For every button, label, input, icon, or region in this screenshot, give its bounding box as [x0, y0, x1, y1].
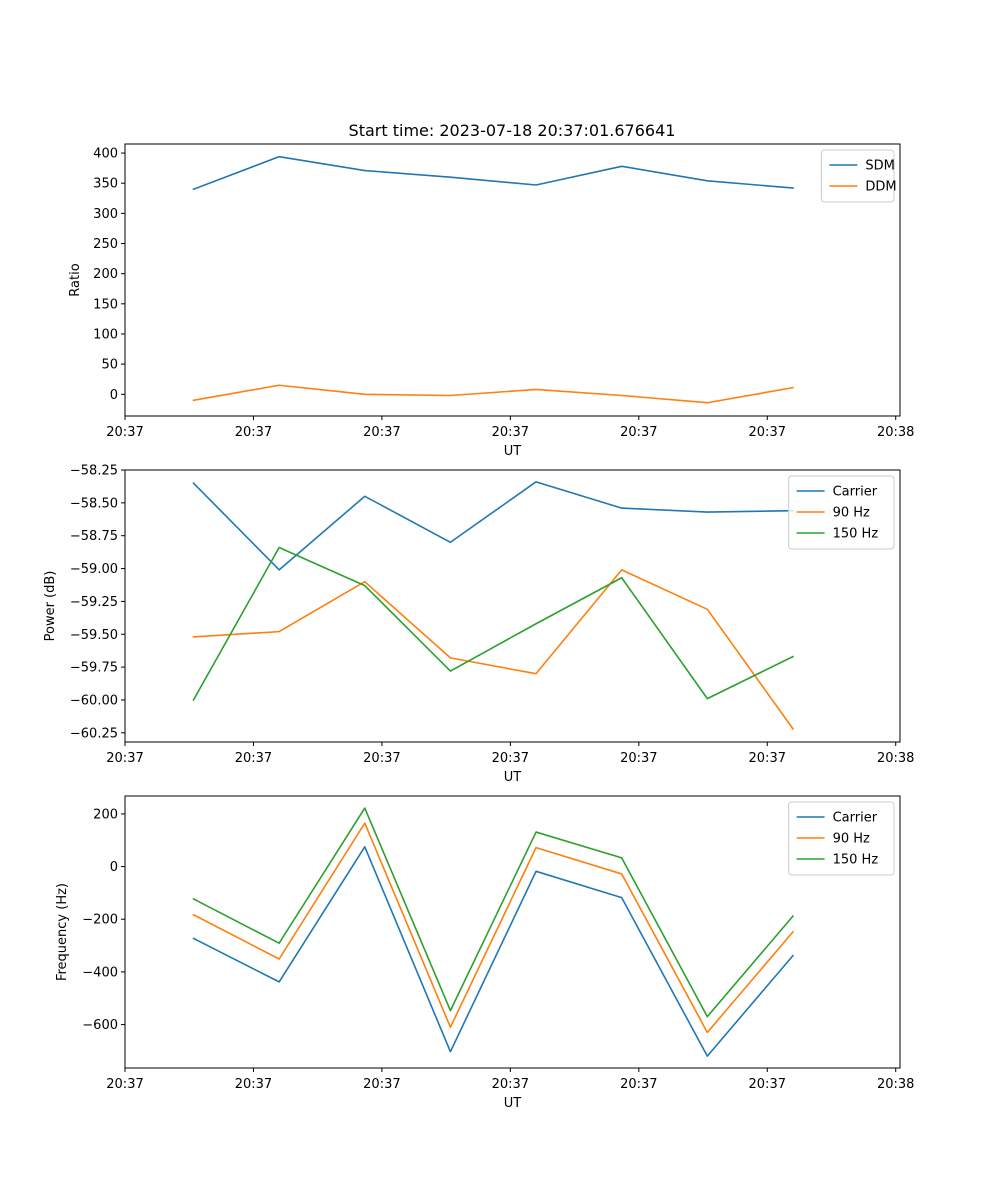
legend-label: 150 Hz: [833, 527, 879, 542]
x-tick-label: 20:37: [749, 751, 786, 766]
x-tick-label: 20:37: [106, 751, 143, 766]
x-axis-label: UT: [504, 1096, 522, 1111]
series-line-sdm: [192, 155, 794, 191]
legend-label: DDM: [865, 180, 896, 195]
y-tick-label: −58.50: [70, 496, 118, 511]
y-tick-label: 150: [93, 297, 118, 312]
x-tick-label: 20:37: [492, 425, 529, 440]
legend-box: [820, 149, 895, 203]
series-line-150-hz: [192, 807, 795, 1018]
chart-panel-3: 200 0 −200 −400 −600 20:37 20:37 20:37 20:37 20:3…: [55, 795, 914, 1111]
legend-label: Carrier: [833, 811, 878, 826]
x-tick-label: 20:37: [235, 1077, 272, 1092]
series-line-carrier: [192, 846, 795, 1057]
x-tick-label: 20:37: [363, 1077, 400, 1092]
y-tick-label: 200: [93, 267, 118, 282]
y-tick-label: 50: [101, 358, 118, 373]
y-tick-label: −200: [82, 913, 118, 928]
y-tick-label: 350: [93, 177, 118, 192]
x-tick-label: 20:37: [749, 1077, 786, 1092]
y-tick-label: 0: [110, 388, 118, 403]
x-tick-label: 20:37: [363, 751, 400, 766]
legend-box: [788, 475, 895, 550]
y-tick-label: −58.75: [70, 529, 118, 544]
series-line-150-hz: [192, 546, 795, 702]
series-line-carrier: [192, 481, 794, 571]
chart-title: Start time: 2023-07-18 20:37:01.676641: [349, 121, 676, 140]
plot-area-frame: [124, 795, 901, 1069]
y-tick-label: −60.25: [70, 726, 118, 741]
y-tick-label: 300: [93, 207, 118, 222]
x-tick-label: 20:37: [492, 751, 529, 766]
plot-area-frame: [124, 143, 901, 417]
y-tick-label: −600: [82, 1018, 118, 1033]
y-axis-label: Frequency (Hz): [55, 883, 70, 981]
x-tick-label: 20:37: [620, 425, 657, 440]
y-axis-label: Power (dB): [43, 571, 58, 642]
legend-label: 90 Hz: [833, 506, 870, 521]
x-axis-label: UT: [504, 770, 522, 785]
y-tick-label: −59.25: [70, 595, 118, 610]
x-tick-label: 20:37: [106, 425, 143, 440]
x-tick-label: 20:37: [620, 751, 657, 766]
y-tick-label: 250: [93, 237, 118, 252]
x-tick-label: 20:37: [749, 425, 786, 440]
x-tick-label: 20:37: [492, 1077, 529, 1092]
x-tick-label: 20:37: [235, 751, 272, 766]
x-tick-label: 20:37: [620, 1077, 657, 1092]
x-axis-label: UT: [504, 444, 522, 459]
y-tick-label: 400: [93, 147, 118, 162]
chart-panel-2: −58.25 −58.50 −58.75 −59.00 −59.25 −59.50 −59.…: [43, 464, 914, 786]
series-line-90-hz: [192, 569, 795, 730]
legend-label: Carrier: [833, 485, 878, 500]
legend-label: SDM: [865, 159, 894, 174]
series-line-90-hz: [192, 822, 795, 1034]
y-axis-label: Ratio: [68, 263, 83, 296]
y-tick-label: −59.75: [70, 661, 118, 676]
x-tick-label: 20:37: [363, 425, 400, 440]
y-tick-label: −58.25: [70, 464, 118, 479]
legend: Carrier 90 Hz 150 Hz: [788, 475, 895, 550]
x-tick-label: 20:37: [235, 425, 272, 440]
x-tick-label: 20:38: [877, 425, 914, 440]
x-tick-label: 20:38: [877, 751, 914, 766]
y-tick-label: 100: [93, 327, 118, 342]
y-tick-label: 0: [110, 860, 118, 875]
legend-box: [788, 801, 895, 876]
y-tick-label: −60.00: [70, 693, 118, 708]
plot-area-frame: [124, 469, 901, 743]
legend: SDM DDM: [820, 149, 897, 203]
x-tick-label: 20:38: [877, 1077, 914, 1092]
legend-label: 150 Hz: [833, 853, 879, 868]
series-line-ddm: [192, 384, 794, 404]
x-tick-label: 20:37: [106, 1077, 143, 1092]
chart-panel-1: 0 50 100 150 200 250 300 350 400 20:37 20:37 20:37 2…: [68, 143, 914, 459]
y-tick-label: −59.00: [70, 562, 118, 577]
y-tick-label: −400: [82, 965, 118, 980]
y-tick-label: 200: [93, 807, 118, 822]
legend: Carrier 90 Hz 150 Hz: [788, 801, 895, 876]
legend-label: 90 Hz: [833, 832, 870, 847]
y-tick-label: −59.50: [70, 628, 118, 643]
